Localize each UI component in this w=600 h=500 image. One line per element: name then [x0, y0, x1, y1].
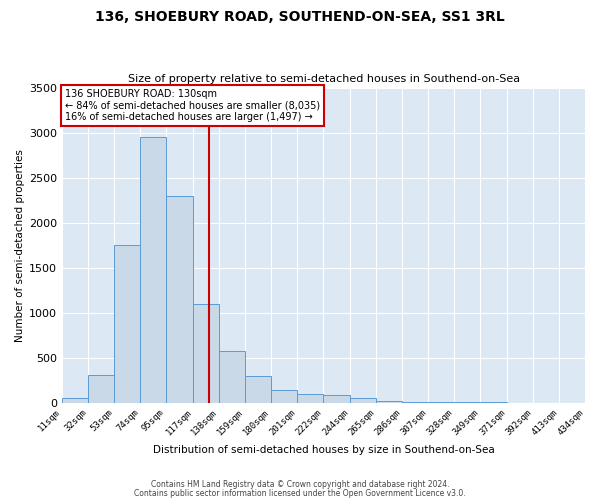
Y-axis label: Number of semi-detached properties: Number of semi-detached properties [15, 148, 25, 342]
Bar [88, 374, 114, 402]
Bar [193, 304, 219, 402]
Text: Contains HM Land Registry data © Crown copyright and database right 2024.: Contains HM Land Registry data © Crown c… [151, 480, 449, 489]
Bar [219, 352, 245, 403]
Bar [62, 398, 88, 402]
Title: Size of property relative to semi-detached houses in Southend-on-Sea: Size of property relative to semi-detach… [128, 74, 520, 84]
Bar [271, 390, 297, 402]
Bar [166, 196, 193, 402]
Bar [245, 376, 271, 402]
Bar [297, 394, 323, 402]
X-axis label: Distribution of semi-detached houses by size in Southend-on-Sea: Distribution of semi-detached houses by … [153, 445, 494, 455]
Text: Contains public sector information licensed under the Open Government Licence v3: Contains public sector information licen… [134, 490, 466, 498]
Text: 136, SHOEBURY ROAD, SOUTHEND-ON-SEA, SS1 3RL: 136, SHOEBURY ROAD, SOUTHEND-ON-SEA, SS1… [95, 10, 505, 24]
Bar [323, 396, 350, 402]
Bar [140, 137, 166, 402]
Text: 136 SHOEBURY ROAD: 130sqm
← 84% of semi-detached houses are smaller (8,035)
16% : 136 SHOEBURY ROAD: 130sqm ← 84% of semi-… [65, 89, 320, 122]
Bar [114, 245, 140, 402]
Bar [350, 398, 376, 402]
